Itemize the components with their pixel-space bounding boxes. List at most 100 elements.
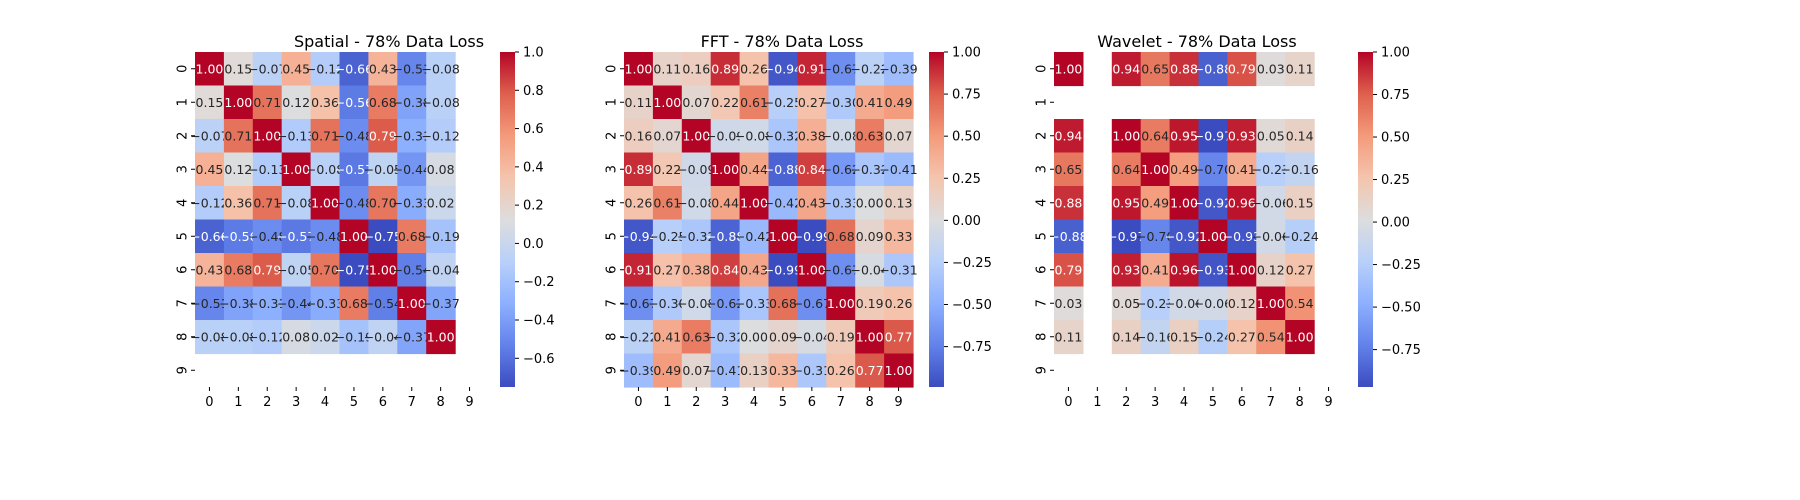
heatmap-cell: [826, 186, 856, 221]
y-tick-label: 3: [605, 165, 620, 173]
heatmap-cell: [1054, 320, 1084, 355]
x-tick-label: 9: [1324, 395, 1332, 410]
heatmap-cell: [797, 286, 827, 321]
cell-value-label: 1.00: [1170, 195, 1198, 210]
heatmap-cell: [884, 219, 914, 254]
cell-value-label: 0.43: [196, 262, 224, 277]
cell-value-label: 0.63: [682, 329, 710, 344]
cell-value-label: 1.00: [1199, 229, 1227, 244]
cell-value-label: 0.94: [1112, 61, 1140, 76]
cell-value-label: 0.68: [398, 229, 426, 244]
cell-value-label: 0.71: [253, 195, 281, 210]
colorbar-tick-label: −0.25: [1381, 258, 1421, 273]
heatmap-cell: [1256, 186, 1286, 221]
y-tick-label: 6: [176, 266, 191, 274]
y-tick-label: 9: [176, 366, 191, 374]
cell-value-label: −0.66: [190, 229, 228, 244]
heatmap-cell: [855, 219, 885, 254]
heatmap-cell: [1256, 52, 1286, 87]
y-tick-label: 9: [1035, 366, 1050, 374]
heatmap-cell: [339, 219, 369, 254]
heatmap-cell: [826, 52, 856, 87]
heatmap-cell: [252, 152, 283, 187]
cell-value-label: 0.12: [224, 162, 252, 177]
heatmap-cell: [1198, 286, 1228, 321]
heatmap-cell: [1285, 186, 1315, 221]
cell-value-label: −0.66: [335, 61, 373, 76]
heatmap-cell: [826, 286, 856, 321]
y-tick-label: 1: [176, 98, 191, 106]
cell-value-label: 0.08: [427, 162, 455, 177]
x-tick-label: 5: [779, 395, 787, 410]
cell-value-label: 0.27: [1228, 329, 1256, 344]
heatmap-cell: [397, 286, 427, 321]
heatmap-cell: [884, 186, 914, 221]
colorbar-tick-label: −0.25: [952, 256, 992, 271]
heatmap-cell: [281, 119, 312, 154]
cell-value-label: −0.19: [335, 329, 373, 344]
cell-value-label: −0.08: [306, 162, 344, 177]
fft-chart-title: FFT - 78% Data Loss: [701, 32, 864, 51]
heatmap-cell: [426, 119, 456, 154]
cell-value-label: −0.08: [277, 195, 315, 210]
heatmap-cell: [281, 320, 312, 355]
heatmap-cell: [652, 286, 683, 321]
heatmap-cell: [426, 219, 456, 254]
x-tick-label: 5: [350, 395, 358, 410]
heatmap-cell: [652, 219, 683, 254]
heatmap-cell: [223, 320, 254, 355]
heatmap-cell: [1140, 186, 1171, 221]
cell-value-label: −0.04: [793, 329, 831, 344]
heatmap-cell: [1054, 186, 1084, 221]
heatmap-cell: [884, 286, 914, 321]
heatmap-cell: [826, 353, 856, 388]
y-tick-label: 1: [605, 98, 620, 106]
heatmap-cell: [624, 320, 654, 355]
cell-value-label: 0.41: [856, 95, 884, 110]
x-tick-label: 2: [1122, 395, 1130, 410]
cell-value-label: 0.89: [625, 162, 653, 177]
heatmap-cell: [739, 219, 770, 254]
cell-value-label: −0.67: [619, 296, 657, 311]
heatmap-cell: [681, 152, 712, 187]
cell-value-label: 1.00: [196, 61, 224, 76]
heatmap-cell: [681, 253, 712, 288]
cell-value-label: −0.12: [190, 195, 228, 210]
heatmap-cell: [252, 219, 283, 254]
heatmap-cell: [768, 52, 798, 87]
heatmap-cell: [397, 152, 427, 187]
cell-value-label: −0.30: [648, 296, 686, 311]
cell-value-label: −0.07: [190, 128, 228, 143]
cell-value-label: −0.39: [879, 61, 917, 76]
heatmap-cell: [426, 253, 456, 288]
x-tick-label: 9: [894, 395, 902, 410]
heatmap-cell: [739, 152, 770, 187]
heatmap-cell: [855, 152, 885, 187]
heatmap-cell: [339, 85, 369, 120]
cell-value-label: −0.33: [735, 296, 773, 311]
cell-value-label: 1.00: [1055, 61, 1083, 76]
cell-value-label: 0.54: [1286, 296, 1314, 311]
colorbar: [500, 52, 515, 387]
heatmap-cell: [768, 152, 798, 187]
heatmap-cell: [710, 253, 741, 288]
heatmap-cell: [1198, 320, 1228, 355]
cell-value-label: 0.68: [827, 229, 855, 244]
heatmap-cell: [1054, 286, 1084, 321]
heatmap-cell: [223, 186, 254, 221]
cell-value-label: −0.88: [1194, 61, 1232, 76]
heatmap-cell: [1198, 186, 1228, 221]
cell-value-label: 0.26: [625, 195, 653, 210]
cell-value-label: 0.41: [1228, 162, 1256, 177]
cell-value-label: −0.09: [706, 128, 744, 143]
heatmap-cell: [223, 286, 254, 321]
cell-value-label: −0.57: [277, 229, 315, 244]
heatmap-cell: [1169, 320, 1200, 355]
heatmap-cell: [1285, 320, 1315, 355]
heatmap-cell: [1140, 253, 1171, 288]
cell-value-label: −0.62: [822, 162, 860, 177]
cell-value-label: 0.27: [1286, 262, 1314, 277]
cell-value-label: 0.38: [682, 262, 710, 277]
heatmap-cell: [681, 119, 712, 154]
cell-value-label: 0.36: [224, 195, 252, 210]
